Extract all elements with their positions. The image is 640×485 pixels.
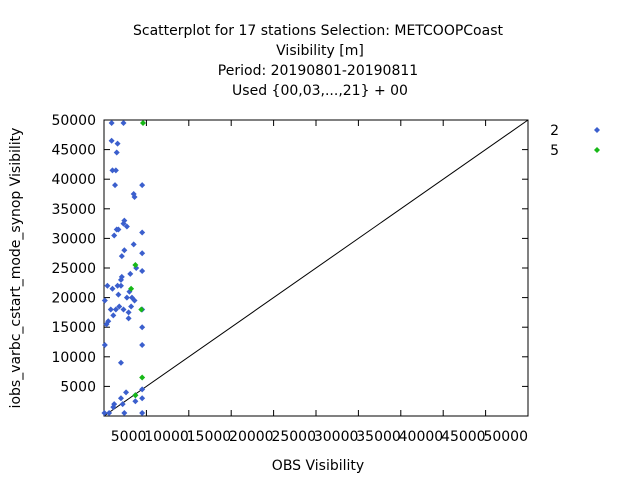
data-point-series-2 — [101, 410, 108, 417]
data-point-series-2 — [116, 303, 123, 310]
data-point-series-2 — [115, 226, 122, 233]
data-point-series-2 — [132, 398, 139, 405]
data-point-series-5 — [132, 392, 139, 399]
data-point-series-2 — [121, 410, 128, 417]
data-point-series-2 — [107, 306, 114, 313]
y-tick-label: 40000 — [51, 172, 96, 188]
y-tick-label: 45000 — [51, 143, 96, 159]
data-point-series-2 — [104, 282, 111, 289]
data-point-series-2 — [108, 119, 115, 126]
data-point-series-2 — [112, 167, 119, 174]
x-tick-label: 5000 — [111, 429, 147, 445]
y-tick-label: 10000 — [51, 350, 96, 366]
data-point-series-5 — [139, 374, 146, 381]
data-point-series-2 — [111, 232, 118, 239]
data-point-series-2 — [128, 303, 135, 310]
data-point-series-2 — [123, 223, 130, 230]
chart-title: Scatterplot for 17 stations Selection: M… — [133, 23, 503, 99]
title-line-1: Scatterplot for 17 stations Selection: M… — [133, 23, 503, 39]
data-point-series-2 — [119, 401, 126, 408]
x-tick-label: 20000 — [229, 429, 274, 445]
data-point-series-2 — [114, 140, 121, 147]
y-axis-ticks: 5000 10000 15000 20000 25000 30000 35000 40000 4… — [51, 113, 528, 395]
x-tick-label: 30000 — [314, 429, 359, 445]
x-tick-label: 15000 — [187, 429, 232, 445]
data-point-series-2 — [112, 182, 119, 189]
diagonal-line — [103, 119, 529, 417]
data-point-series-2 — [139, 341, 146, 348]
legend-marker-2 — [594, 127, 600, 133]
data-point-series-2 — [131, 297, 138, 304]
data-point-series-2 — [125, 315, 132, 322]
data-point-series-2 — [109, 167, 116, 174]
data-point-series-5 — [138, 306, 145, 313]
x-axis-label: OBS Visibility — [272, 458, 364, 474]
legend: 2 5 — [550, 123, 600, 159]
data-point-series-2 — [115, 291, 122, 298]
data-point-series-2 — [112, 306, 119, 313]
data-point-series-2 — [130, 241, 137, 248]
data-point-series-2 — [101, 297, 108, 304]
y-tick-label: 30000 — [51, 231, 96, 247]
title-line-4: Used {00,03,...,21} + 00 — [232, 83, 408, 99]
data-point-series-5 — [132, 262, 139, 269]
y-tick-label: 50000 — [51, 113, 96, 129]
data-point-series-2 — [118, 273, 125, 280]
data-point-series-2 — [109, 285, 116, 292]
data-point-series-2 — [139, 386, 146, 393]
y-axis-label: iobs_varbc_cstart_mode_synop Visibility — [8, 128, 24, 409]
data-point-series-2 — [111, 401, 118, 408]
title-line-2: Visibility [m] — [276, 43, 364, 59]
data-point-series-2 — [123, 389, 130, 396]
data-point-series-2 — [123, 294, 130, 301]
y-tick-label: 15000 — [51, 320, 96, 336]
x-tick-label: 50000 — [483, 429, 528, 445]
data-point-series-2 — [114, 282, 121, 289]
data-point-series-2 — [117, 395, 124, 402]
data-point-series-2 — [139, 395, 146, 402]
data-point-series-2 — [108, 137, 115, 144]
data-point-series-2 — [118, 253, 125, 260]
y-tick-label: 35000 — [51, 202, 96, 218]
legend-label-2: 2 — [550, 123, 559, 139]
x-tick-label: 10000 — [144, 429, 189, 445]
x-tick-label: 40000 — [399, 429, 444, 445]
data-point-series-2 — [113, 149, 120, 156]
data-point-series-2 — [127, 270, 134, 277]
data-point-series-2 — [131, 193, 138, 200]
data-point-series-2 — [139, 324, 146, 331]
data-point-series-2 — [101, 341, 108, 348]
data-point-series-2 — [106, 410, 113, 417]
x-axis-ticks: 5000100001500020000250003000035000400004… — [111, 120, 529, 445]
data-point-series-2 — [121, 247, 128, 254]
legend-marker-5 — [594, 147, 600, 153]
y-tick-label: 5000 — [60, 379, 96, 395]
data-points — [101, 119, 147, 417]
legend-label-5: 5 — [550, 143, 559, 159]
y-tick-label: 25000 — [51, 261, 96, 277]
data-point-series-2 — [105, 318, 112, 325]
data-point-series-2 — [120, 306, 127, 313]
data-point-series-2 — [125, 309, 132, 316]
data-point-series-2 — [117, 282, 124, 289]
data-point-series-2 — [139, 410, 146, 417]
title-line-3: Period: 20190801-20190811 — [218, 63, 418, 79]
x-tick-label: 35000 — [356, 429, 401, 445]
data-point-series-2 — [121, 217, 128, 224]
data-point-series-2 — [110, 312, 117, 319]
x-tick-label: 45000 — [441, 429, 486, 445]
data-point-series-2 — [120, 119, 127, 126]
y-tick-label: 20000 — [51, 291, 96, 307]
data-point-series-5 — [128, 285, 135, 292]
data-point-series-2 — [139, 250, 146, 257]
data-point-series-2 — [139, 267, 146, 274]
data-point-series-2 — [117, 359, 124, 366]
data-point-series-5 — [140, 119, 147, 126]
data-point-series-2 — [139, 229, 146, 236]
x-tick-label: 25000 — [271, 429, 316, 445]
data-point-series-2 — [139, 182, 146, 189]
